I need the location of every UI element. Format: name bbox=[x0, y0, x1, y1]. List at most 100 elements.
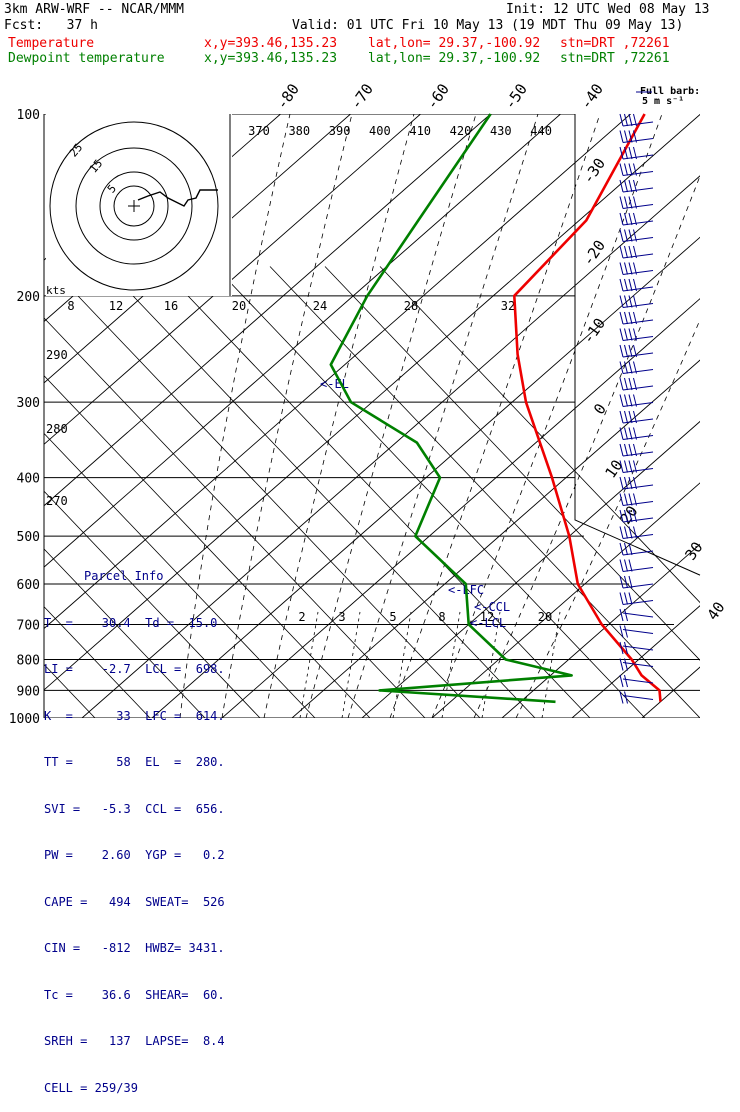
mixing-ratio-line bbox=[341, 611, 361, 718]
isotherm-line bbox=[641, 666, 700, 718]
parcel-row: CAPE = 494 SWEAT= 526 bbox=[44, 894, 225, 909]
dry-adiabat-line bbox=[44, 317, 426, 718]
isotherm-line bbox=[81, 175, 700, 718]
pressure-tick-label: 600 bbox=[17, 578, 40, 593]
pressure-tick-label: 200 bbox=[17, 290, 40, 305]
wind-barb bbox=[619, 691, 654, 704]
theta-label: 380 bbox=[288, 124, 310, 138]
dry-adiabat-line bbox=[44, 490, 261, 718]
isotherm-label: 20 bbox=[616, 502, 641, 527]
temperature-latlon: lat,lon= 29.37,-100.92 bbox=[368, 36, 541, 51]
pressure-tick-label: 900 bbox=[17, 684, 40, 699]
dry-adiabat-line bbox=[104, 266, 536, 718]
isotherm-line bbox=[44, 114, 491, 507]
moist-adiabat-line bbox=[515, 318, 700, 718]
dewpoint-latlon: lat,lon= 29.37,-100.92 bbox=[368, 51, 541, 66]
hodograph-units-label: kts bbox=[46, 284, 66, 297]
isotherm-line bbox=[431, 482, 700, 718]
wind-barb bbox=[619, 575, 654, 589]
isotherm-label: 0 bbox=[590, 400, 610, 418]
wind-barb bbox=[619, 394, 654, 407]
mixing-ratio-label: 5 bbox=[389, 610, 396, 624]
isotherm-label: -50 bbox=[501, 80, 531, 113]
parcel-level-marker: <-LCL bbox=[470, 616, 506, 630]
mixing-ratio-line bbox=[299, 611, 319, 718]
theta-label: 420 bbox=[450, 124, 472, 138]
wind-barb bbox=[619, 278, 654, 292]
theta-label: 370 bbox=[248, 124, 270, 138]
parcel-row: PW = 2.60 YGP = 0.2 bbox=[44, 848, 225, 862]
isotherm-label: -40 bbox=[577, 80, 607, 113]
wind-barb bbox=[619, 130, 654, 143]
dry-adiabat-line bbox=[0, 267, 40, 719]
wind-key-units: 5 m s⁻¹ bbox=[642, 96, 684, 107]
temperature-legend: Temperature bbox=[8, 36, 95, 51]
skew-t-diagram: 100200300400500600700800900100025155kts8… bbox=[0, 80, 729, 727]
dewpoint-legend: Dewpoint temperature bbox=[8, 51, 165, 66]
hodograph-trace bbox=[137, 189, 218, 207]
isotherm-line bbox=[361, 420, 700, 718]
hodograph-speed-label: 16 bbox=[164, 299, 178, 313]
parcel-info-title: Parcel Info bbox=[84, 569, 164, 583]
wind-barb bbox=[619, 674, 654, 688]
wind-barb bbox=[619, 493, 654, 506]
wind-barb bbox=[619, 179, 654, 193]
dewpoint-station: stn=DRT ,72261 bbox=[560, 51, 670, 66]
init-time: Init: 12 UTC Wed 08 May 13 bbox=[506, 2, 710, 17]
wind-barb bbox=[619, 212, 654, 226]
hodograph-ring bbox=[99, 171, 169, 241]
wind-barb bbox=[619, 344, 654, 358]
parcel-row: CELL = 259/39 bbox=[44, 1080, 138, 1095]
wind-barb bbox=[619, 526, 654, 539]
dry-adiabat-line bbox=[214, 266, 646, 718]
hodograph-speed-label: 24 bbox=[313, 299, 327, 313]
theta-left-label: 270 bbox=[46, 494, 68, 508]
hodograph-speed-label: 32 bbox=[501, 299, 515, 313]
pressure-tick-label: 800 bbox=[17, 653, 40, 668]
isotherm-label: -60 bbox=[423, 80, 453, 113]
moist-adiabat-line bbox=[263, 114, 415, 718]
isotherm-label: -10 bbox=[579, 315, 609, 348]
parcel-row: SREH = 137 LAPSE= 8.4 bbox=[44, 1034, 225, 1048]
wind-barb bbox=[619, 592, 654, 605]
parcel-level-marker: <-CCL bbox=[474, 600, 510, 614]
wind-barb bbox=[619, 476, 654, 490]
wind-barb bbox=[619, 328, 654, 341]
dewpoint-profile bbox=[329, 113, 573, 704]
dry-adiabat-line bbox=[44, 548, 206, 718]
mixing-ratio-label: 12 bbox=[480, 610, 494, 624]
hodograph-speed-label: 28 bbox=[404, 299, 418, 313]
mixing-ratio-label: 2 bbox=[298, 610, 305, 624]
moist-adiabat-line bbox=[305, 114, 477, 718]
hodograph-ring bbox=[113, 185, 155, 227]
parcel-row: T = 30.4 Td = 15.0 bbox=[44, 615, 218, 630]
dry-adiabat-line bbox=[379, 266, 700, 604]
mixing-ratio-line bbox=[441, 611, 461, 718]
wind-barb bbox=[619, 608, 654, 622]
theta-label: 400 bbox=[369, 124, 391, 138]
wind-barb bbox=[619, 542, 654, 556]
temperature-profile bbox=[512, 113, 662, 702]
pressure-tick-label: 100 bbox=[17, 108, 40, 123]
theta-label: 440 bbox=[530, 124, 552, 138]
wind-barb bbox=[619, 361, 654, 374]
isotherm-label: -20 bbox=[579, 237, 609, 270]
wind-barb bbox=[619, 311, 654, 325]
isotherm-label: 10 bbox=[601, 456, 626, 481]
moist-adiabat-line bbox=[389, 114, 601, 718]
dry-adiabat-line bbox=[269, 266, 700, 718]
pressure-tick-label: 1000 bbox=[9, 712, 40, 727]
moist-adiabat-line bbox=[347, 114, 539, 718]
parcel-row: TT = 58 EL = 280. bbox=[44, 755, 225, 769]
temperature-xy: x,y=393.46,135.23 bbox=[204, 36, 338, 51]
wind-barb bbox=[619, 245, 654, 259]
temperature-station: stn=DRT ,72261 bbox=[560, 36, 670, 51]
dry-adiabat-line bbox=[44, 375, 371, 718]
theta-left-label: 280 bbox=[46, 422, 68, 436]
isotherm-line bbox=[44, 114, 351, 384]
isotherm-label: -70 bbox=[347, 80, 377, 113]
hodograph-speed-label: 12 bbox=[109, 299, 123, 313]
wind-barb bbox=[619, 658, 654, 671]
wind-barb bbox=[619, 377, 654, 391]
hodograph-speed-label: 20 bbox=[232, 299, 246, 313]
